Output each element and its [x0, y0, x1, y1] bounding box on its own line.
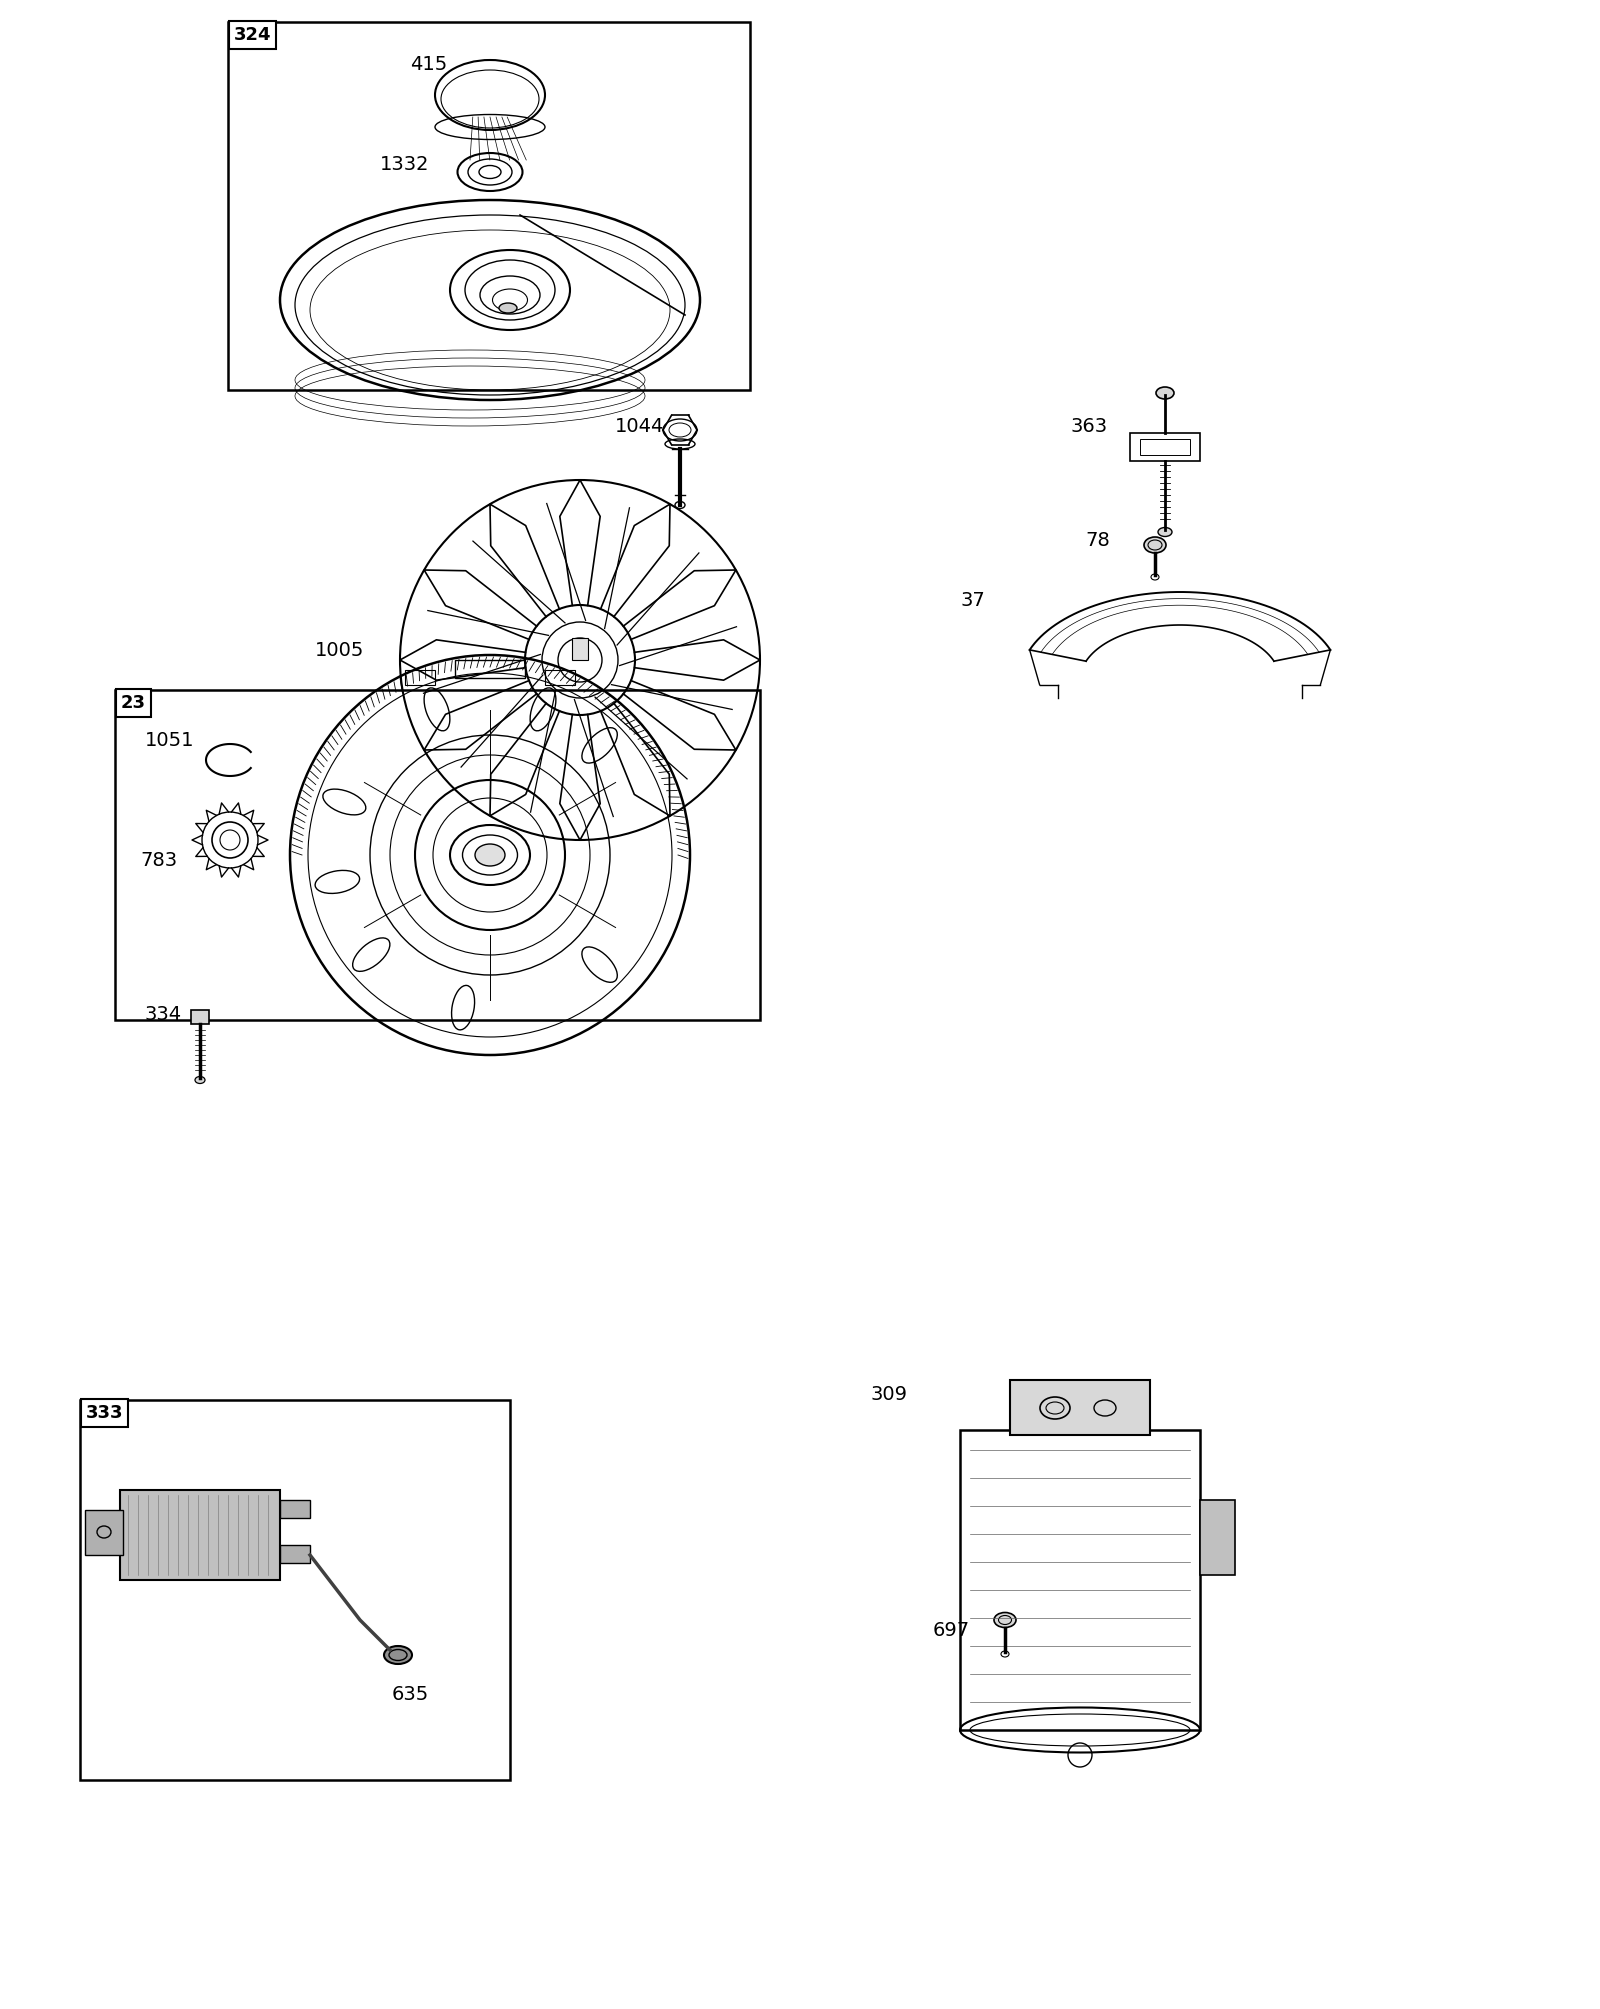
Text: 783: 783 — [141, 850, 178, 870]
Bar — [405, 669, 435, 685]
Bar — [280, 1501, 310, 1519]
Bar — [229, 22, 750, 390]
Bar — [960, 1430, 1200, 1730]
Bar — [80, 1400, 510, 1780]
Ellipse shape — [499, 303, 517, 313]
Ellipse shape — [475, 844, 506, 866]
Text: 635: 635 — [392, 1686, 429, 1704]
Text: 334: 334 — [146, 1004, 182, 1025]
Bar — [1200, 1501, 1235, 1575]
Bar — [85, 1511, 123, 1555]
Text: 1051: 1051 — [146, 731, 195, 749]
Text: 23: 23 — [122, 693, 146, 711]
Bar — [454, 661, 525, 677]
Text: 309: 309 — [870, 1386, 907, 1404]
Bar — [190, 1011, 210, 1025]
Text: 324: 324 — [234, 26, 272, 44]
Ellipse shape — [195, 1077, 205, 1083]
Text: 333: 333 — [86, 1404, 123, 1422]
Text: 78: 78 — [1085, 532, 1110, 550]
Ellipse shape — [1155, 388, 1174, 400]
Text: 415: 415 — [410, 56, 448, 74]
Ellipse shape — [1144, 536, 1166, 552]
Bar — [546, 669, 574, 685]
Text: 37: 37 — [960, 591, 984, 609]
Text: 1005: 1005 — [315, 641, 365, 659]
Bar — [1130, 434, 1200, 460]
Bar — [1139, 440, 1190, 454]
Text: 697: 697 — [933, 1621, 970, 1639]
Text: 363: 363 — [1070, 418, 1107, 436]
Text: 1044: 1044 — [614, 416, 664, 436]
Bar — [120, 1491, 280, 1579]
Bar — [573, 639, 589, 661]
Bar — [115, 689, 760, 1021]
Ellipse shape — [384, 1645, 413, 1663]
Bar — [1010, 1380, 1150, 1434]
Ellipse shape — [1158, 528, 1171, 536]
Ellipse shape — [994, 1613, 1016, 1627]
Text: 1332: 1332 — [381, 155, 429, 173]
Bar — [280, 1545, 310, 1563]
